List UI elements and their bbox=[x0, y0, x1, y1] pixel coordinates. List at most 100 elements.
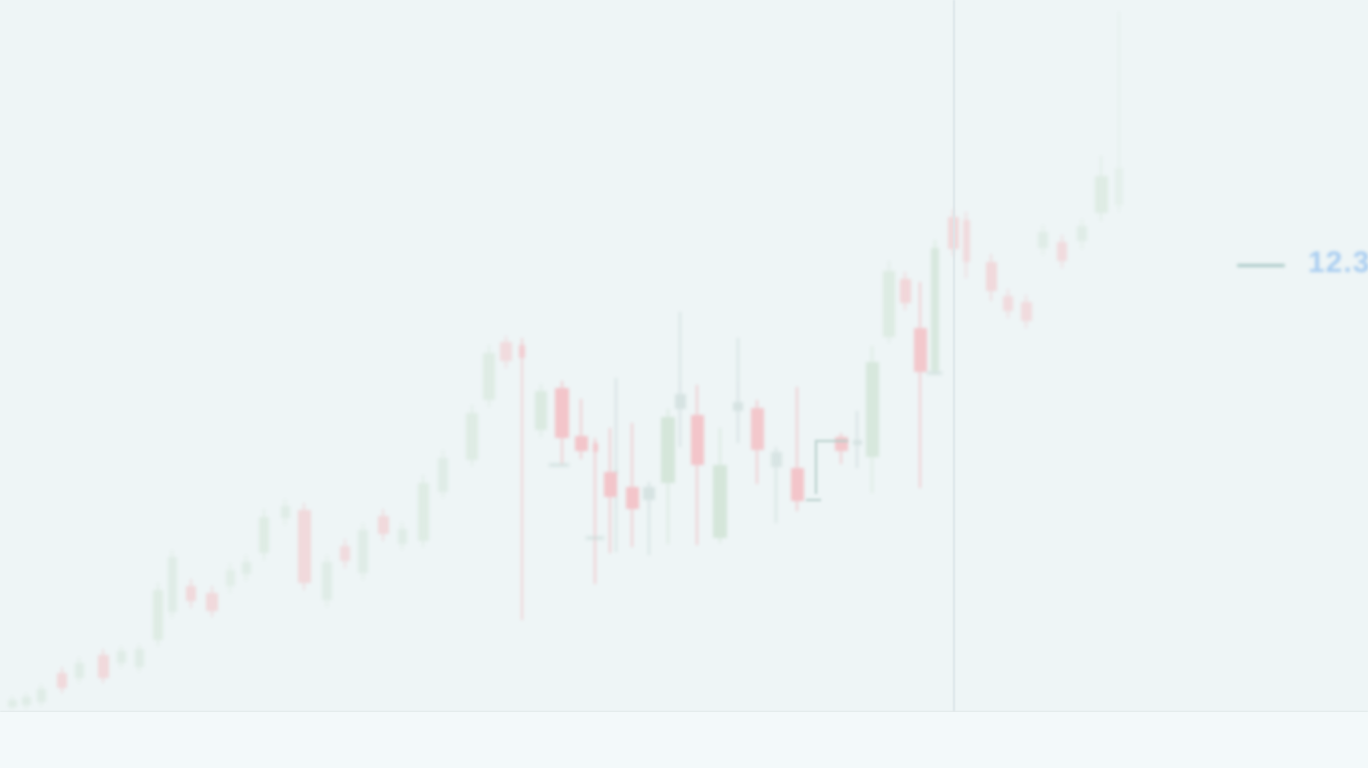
candle bbox=[555, 381, 569, 464]
candle-body bbox=[417, 483, 429, 541]
tick-mark bbox=[549, 464, 569, 466]
candle bbox=[985, 254, 997, 301]
candle-body bbox=[603, 472, 617, 497]
candle bbox=[500, 336, 512, 368]
candle-body bbox=[770, 452, 782, 467]
candle-wick bbox=[594, 438, 596, 584]
candle-body bbox=[280, 506, 290, 518]
candle bbox=[603, 428, 617, 553]
candle-body bbox=[74, 663, 84, 678]
candle bbox=[57, 667, 67, 693]
candle-body bbox=[241, 562, 251, 574]
candle-wick bbox=[171, 550, 173, 618]
candle-body bbox=[1038, 232, 1048, 248]
candle-body bbox=[438, 458, 448, 492]
candle-body bbox=[259, 517, 269, 553]
candle bbox=[186, 579, 196, 608]
candle-body bbox=[962, 220, 970, 262]
candle-body bbox=[483, 353, 495, 400]
candle-body bbox=[500, 342, 512, 361]
candle bbox=[322, 555, 332, 607]
candle-wick bbox=[856, 411, 858, 468]
candle-body bbox=[7, 700, 17, 707]
candle bbox=[466, 405, 478, 466]
candle-body bbox=[1057, 242, 1067, 261]
candle-body bbox=[519, 345, 525, 358]
candle-wick bbox=[1042, 225, 1044, 255]
candle-body bbox=[913, 328, 927, 372]
candle-body bbox=[466, 413, 478, 460]
candle-body bbox=[733, 402, 743, 411]
candle-wick bbox=[326, 555, 328, 607]
candle-body bbox=[21, 697, 31, 705]
candle bbox=[883, 261, 895, 343]
candle bbox=[1038, 225, 1048, 255]
candles-layer bbox=[7, 12, 1123, 710]
candle-body bbox=[134, 649, 144, 667]
candle-body bbox=[899, 279, 911, 303]
candle-wick bbox=[401, 522, 403, 550]
candle-wick bbox=[229, 563, 231, 593]
candle bbox=[438, 450, 448, 498]
candle bbox=[397, 522, 407, 550]
candle-body bbox=[97, 655, 109, 678]
candle-body bbox=[555, 388, 569, 438]
candle bbox=[852, 411, 862, 468]
candle-body bbox=[852, 440, 862, 445]
candle bbox=[733, 338, 743, 443]
candle bbox=[36, 684, 46, 706]
candle-wick bbox=[138, 644, 140, 672]
candle bbox=[661, 409, 675, 544]
candle-body bbox=[340, 546, 350, 561]
candle bbox=[1003, 289, 1013, 318]
candle bbox=[592, 438, 598, 584]
candle bbox=[340, 539, 350, 568]
indicator-step-line bbox=[806, 439, 848, 502]
candle-body bbox=[57, 673, 67, 688]
candle-body bbox=[36, 689, 46, 702]
candle bbox=[297, 503, 311, 590]
candle-body bbox=[358, 530, 368, 573]
candle-wick bbox=[40, 684, 42, 706]
tick-mark bbox=[586, 537, 604, 539]
candle-wick bbox=[696, 385, 698, 545]
tick-mark bbox=[927, 372, 942, 374]
candle-body bbox=[1020, 302, 1032, 321]
candle-wick bbox=[362, 523, 364, 580]
candle bbox=[241, 555, 251, 581]
candle bbox=[21, 693, 31, 709]
candle-body bbox=[153, 590, 163, 640]
legend-line-marker bbox=[1237, 264, 1285, 267]
candle bbox=[7, 696, 17, 710]
candle-wick bbox=[1118, 12, 1120, 212]
legend: 12.3 bbox=[1237, 246, 1368, 290]
candle-wick bbox=[78, 657, 80, 683]
candle-body bbox=[985, 262, 997, 291]
bottom-axis-strip bbox=[0, 712, 1368, 768]
candle-body bbox=[592, 443, 598, 452]
candle-wick bbox=[648, 482, 650, 555]
candle bbox=[643, 482, 655, 555]
candle-body bbox=[1003, 296, 1013, 311]
candle-wick bbox=[521, 338, 523, 620]
candle-body bbox=[674, 394, 686, 409]
candle bbox=[225, 563, 235, 593]
candle-body bbox=[790, 468, 804, 501]
candle bbox=[574, 399, 588, 459]
candle bbox=[1057, 235, 1067, 268]
candle-body bbox=[865, 362, 879, 457]
candle-body bbox=[931, 248, 939, 371]
candle-body bbox=[116, 651, 126, 663]
candle bbox=[899, 272, 911, 310]
candle-wick bbox=[11, 696, 13, 710]
candle bbox=[931, 240, 939, 374]
candle bbox=[674, 312, 686, 447]
candle-body bbox=[1077, 226, 1087, 241]
candle bbox=[625, 423, 639, 547]
candle-body bbox=[377, 516, 389, 534]
candle-wick bbox=[775, 447, 777, 523]
candle-wick bbox=[1061, 235, 1063, 268]
candle-body bbox=[297, 510, 311, 583]
